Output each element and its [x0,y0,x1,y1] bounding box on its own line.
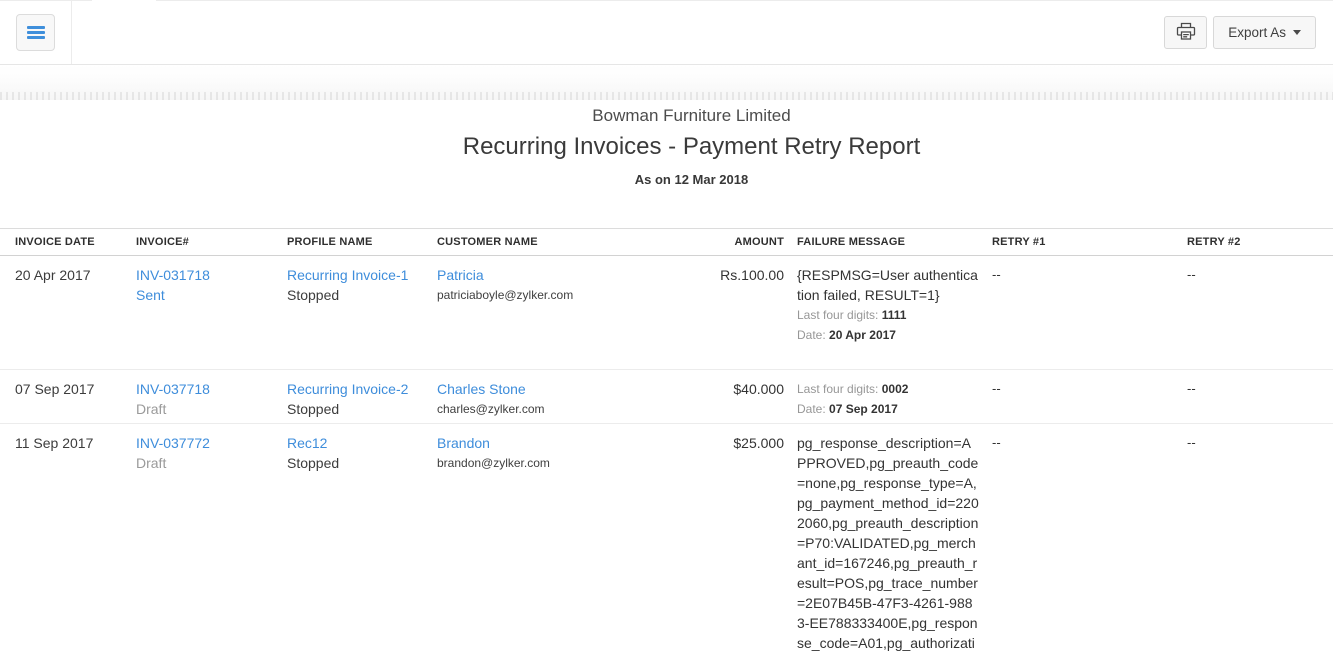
last-four-digits-line: Last four digits: 1111 [797,308,907,322]
retry-1-cell: -- [992,435,1001,450]
invoice-number-link[interactable]: INV-037772 [136,435,210,451]
customer-name-link[interactable]: Charles Stone [437,381,526,397]
retry-date-line: Date: 20 Apr 2017 [797,328,896,342]
report-title: Recurring Invoices - Payment Retry Repor… [462,133,921,160]
retry-2-cell: -- [1187,267,1196,282]
last-four-digits-value: 1111 [881,308,907,322]
hamburger-menu-button[interactable] [16,14,55,51]
amount-cell: $40.000 [733,381,784,397]
report-as-of-date: As on 12 Mar 2018 [634,172,749,187]
retry-2-cell: -- [1187,381,1196,396]
company-name: Bowman Furniture Limited [592,106,791,125]
column-header-retry-1: RETRY #1 [992,236,1046,248]
table-row: 11 Sep 2017 INV-037772 Draft Rec12 Stopp… [0,424,1333,657]
table-row: 07 Sep 2017 INV-037718 Draft Recurring I… [0,370,1333,424]
page-break-band [0,65,1333,100]
failure-message: {RESPMSG=User authentication failed, RES… [797,267,978,303]
column-header-amount: AMOUNT [734,236,784,248]
hamburger-icon [26,26,45,29]
column-header-customer-name: CUSTOMER NAME [437,236,538,248]
column-header-profile-name: PROFILE NAME [287,236,373,248]
invoice-date-cell: 07 Sep 2017 [15,381,95,397]
customer-email: charles@zylker.com [437,402,545,416]
export-as-button[interactable]: Export As [1213,16,1316,49]
invoice-number-link[interactable]: INV-037718 [136,381,210,397]
profile-name-link[interactable]: Recurring Invoice-1 [287,267,409,283]
toolbar-right-section: Export As [1164,16,1333,49]
customer-name-link[interactable]: Brandon [437,435,490,451]
profile-status: Stopped [287,287,340,303]
retry-date-line: Date: 07 Sep 2017 [797,402,898,416]
amount-cell: Rs.100.00 [720,267,784,283]
last-four-digits-value: 0002 [881,382,909,396]
invoice-status: Sent [136,287,165,303]
print-button[interactable] [1164,16,1208,49]
last-four-digits-line: Last four digits: 0002 [797,382,909,396]
invoice-number-link[interactable]: INV-031718 [136,267,210,283]
failure-message: pg_response_description=APPROVED,pg_prea… [797,435,979,657]
toolbar-left-section [0,1,72,64]
profile-status: Stopped [287,401,340,417]
invoice-date-cell: 11 Sep 2017 [15,435,94,451]
retry-1-cell: -- [992,267,1001,282]
column-header-retry-2: RETRY #2 [1187,236,1241,248]
invoice-status: Draft [136,401,167,417]
report-header: Bowman Furniture Limited Recurring Invoi… [0,100,1333,188]
table-header-row: INVOICE DATE INVOICE# PROFILE NAME CUSTO… [0,228,1333,256]
customer-name-link[interactable]: Patricia [437,267,484,283]
column-header-invoice-date: INVOICE DATE [15,236,95,248]
printer-icon [1176,22,1196,44]
chevron-down-icon [1293,30,1301,35]
customer-email: patriciaboyle@zylker.com [437,288,574,302]
retry-2-cell: -- [1187,435,1196,450]
invoice-status: Draft [136,455,167,471]
column-header-failure-message: FAILURE MESSAGE [797,236,906,248]
top-border-gap [92,0,156,2]
profile-status: Stopped [287,455,340,471]
amount-cell: $25.000 [733,435,784,451]
top-toolbar: Export As [0,0,1333,65]
customer-email: brandon@zylker.com [437,456,550,470]
retry-date-value: 20 Apr 2017 [829,328,896,342]
table-row: 20 Apr 2017 INV-031718 Sent Recurring In… [0,256,1333,370]
profile-name-link[interactable]: Recurring Invoice-2 [287,381,409,397]
export-as-label: Export As [1228,25,1286,40]
column-header-invoice-number: INVOICE# [136,236,189,248]
invoice-date-cell: 20 Apr 2017 [15,267,91,283]
report-table: INVOICE DATE INVOICE# PROFILE NAME CUSTO… [0,228,1333,657]
retry-date-value: 07 Sep 2017 [829,402,898,416]
profile-name-link[interactable]: Rec12 [287,435,328,451]
retry-1-cell: -- [992,381,1001,396]
